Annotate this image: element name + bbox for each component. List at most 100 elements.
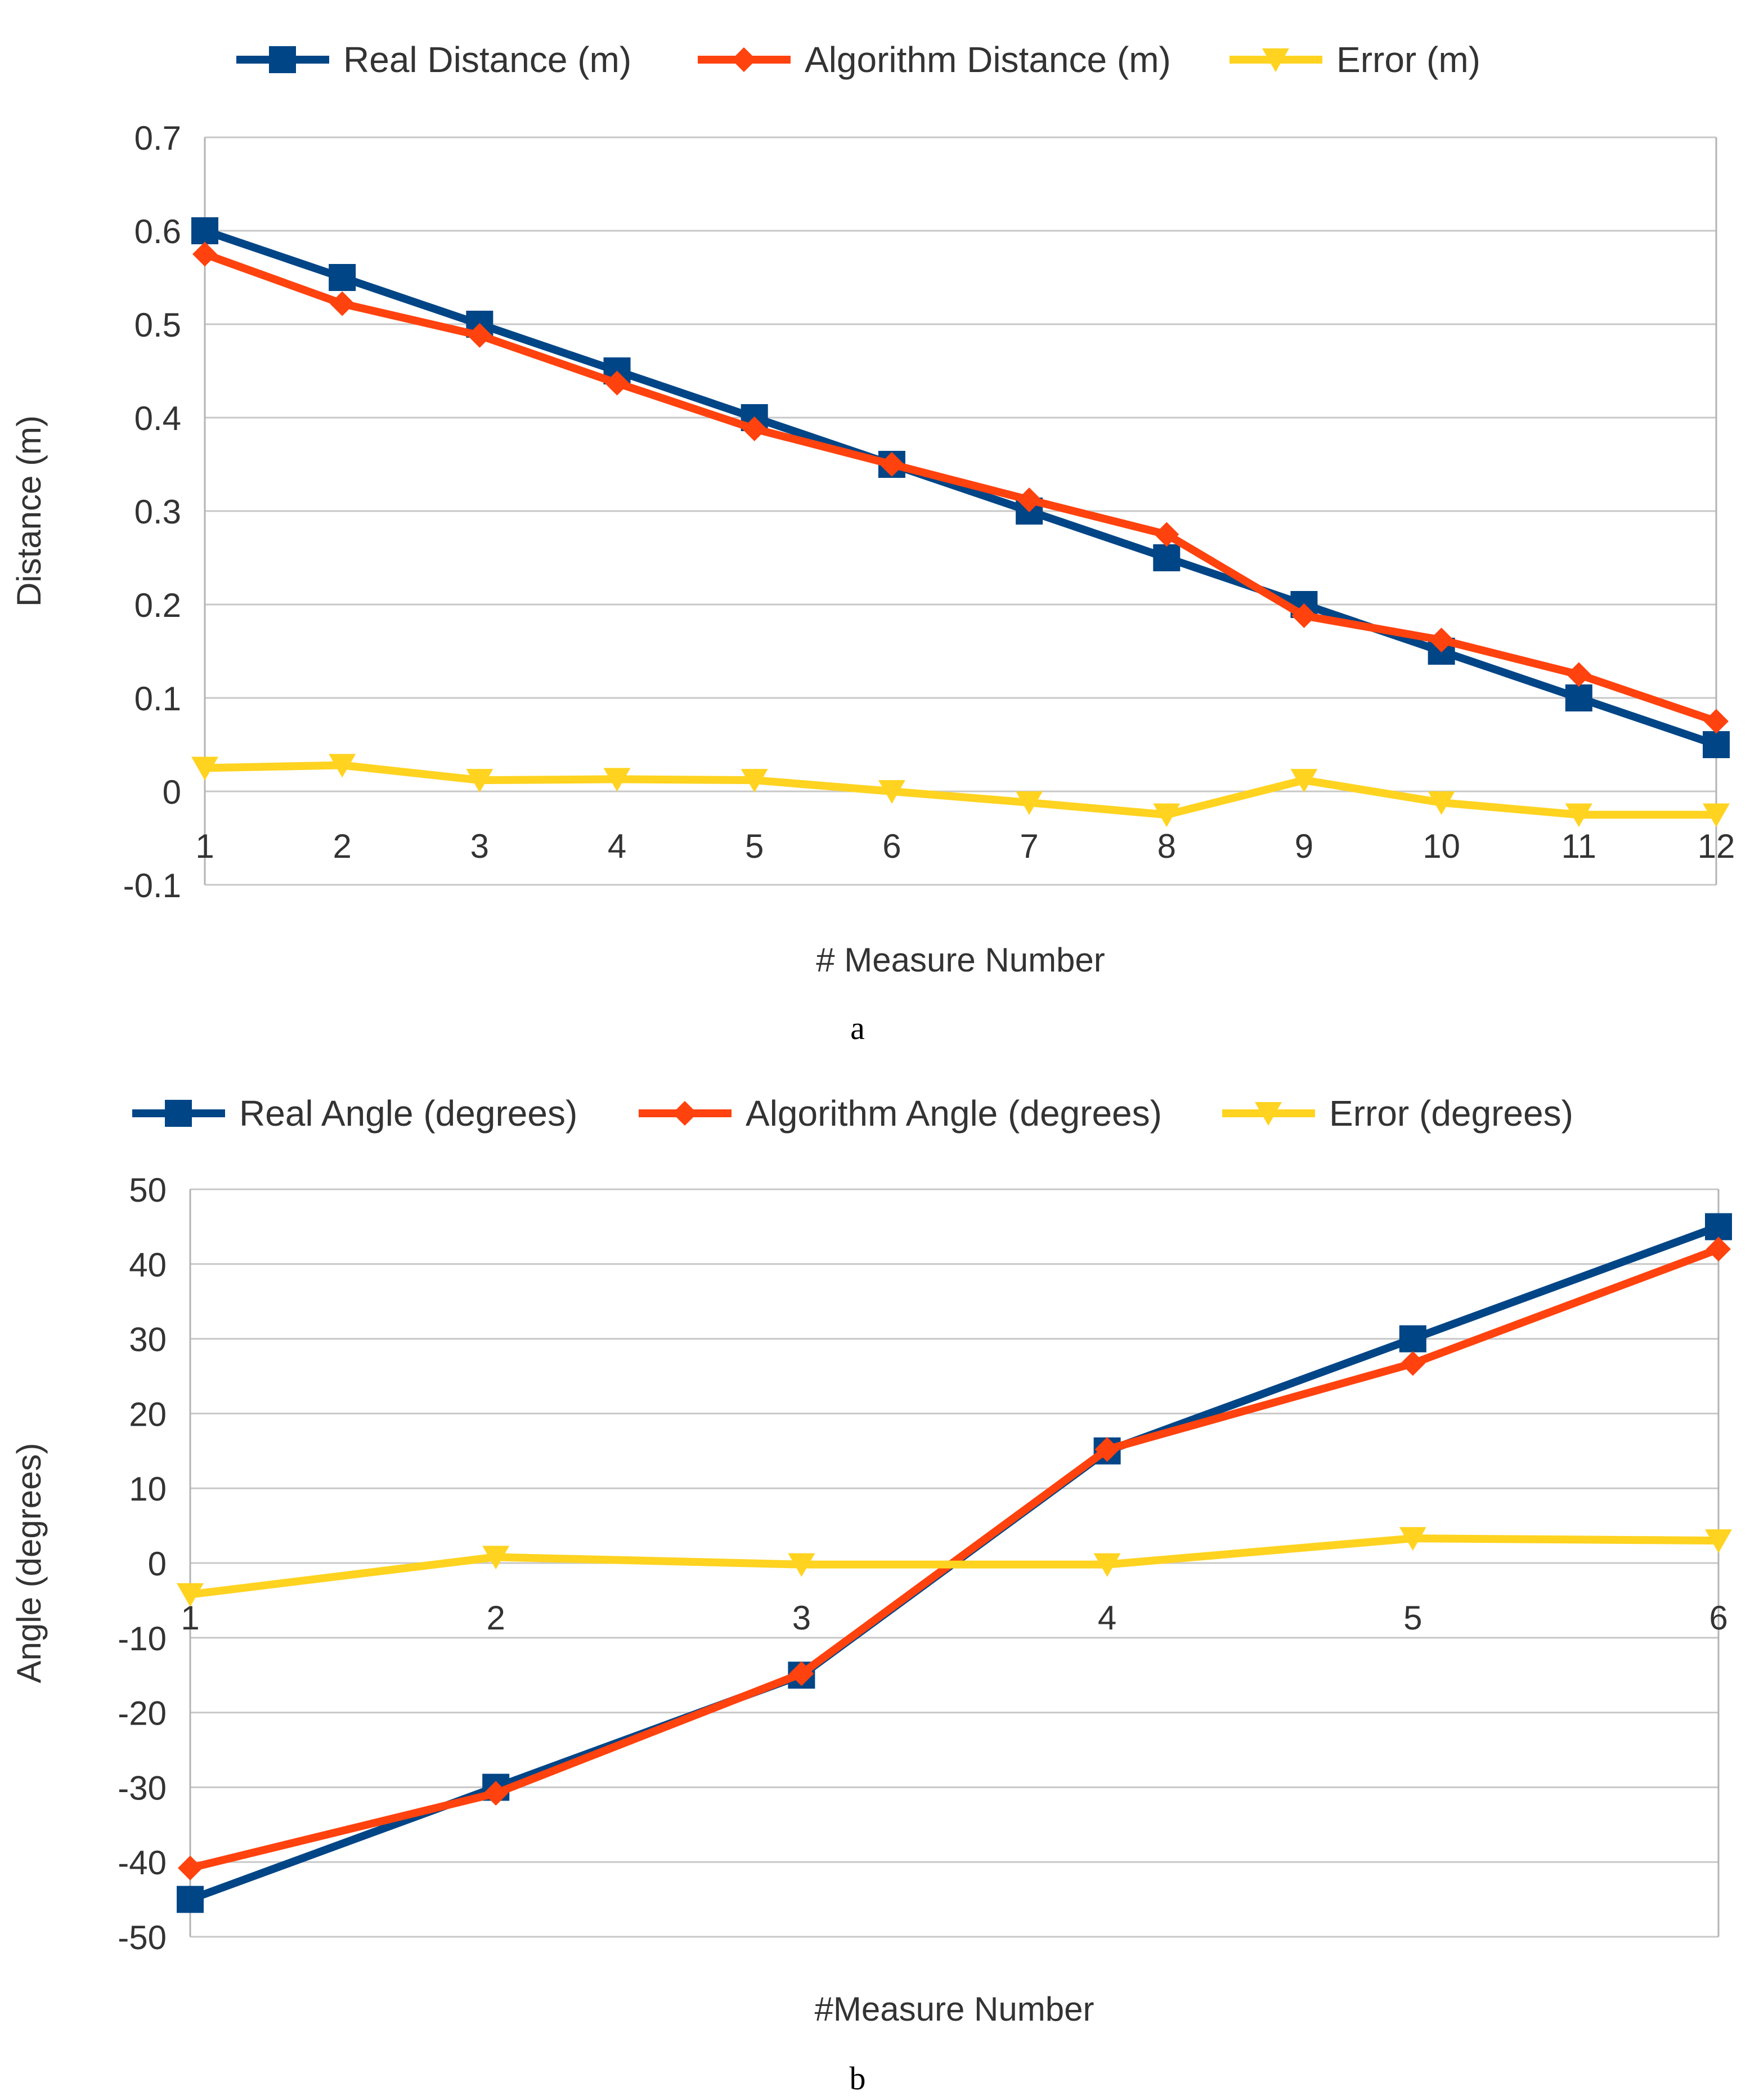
data-point bbox=[742, 416, 767, 441]
legend-label: Error (m) bbox=[1336, 39, 1480, 80]
data-point bbox=[329, 264, 356, 291]
series-line bbox=[186, 1534, 1722, 1598]
legend: Real Angle (degrees) Algorithm Angle (deg… bbox=[132, 1093, 1573, 1134]
y-tick-label: -10 bbox=[118, 1620, 167, 1658]
legend-item-algorithm-angle-degrees: Algorithm Angle (degrees) bbox=[639, 1093, 1162, 1134]
data-point bbox=[177, 1583, 204, 1607]
data-point bbox=[1154, 522, 1179, 547]
x-tick-label: 11 bbox=[1561, 827, 1596, 865]
data-point bbox=[1153, 803, 1181, 827]
legend-swatch-marker bbox=[672, 1101, 697, 1126]
x-axis-title: # Measure Number bbox=[816, 941, 1105, 979]
y-tick-label: 0.6 bbox=[134, 213, 181, 250]
data-point bbox=[192, 241, 217, 267]
x-tick-label: 6 bbox=[1709, 1599, 1727, 1637]
legend: Real Distance (m) Algorithm Distance (m) E… bbox=[236, 39, 1480, 80]
legend-label: Real Angle (degrees) bbox=[239, 1093, 577, 1134]
x-tick-label: 8 bbox=[1157, 827, 1176, 865]
y-tick-label: 30 bbox=[129, 1321, 167, 1359]
y-tick-label: 0.4 bbox=[134, 400, 181, 437]
y-tick-label: 10 bbox=[129, 1470, 167, 1508]
data-point bbox=[603, 768, 631, 792]
series-line bbox=[186, 1245, 1722, 1872]
series-line bbox=[201, 761, 1720, 819]
y-tick-label: 40 bbox=[129, 1246, 167, 1284]
data-point bbox=[1428, 791, 1455, 815]
legend-label: Algorithm Angle (degrees) bbox=[746, 1093, 1162, 1134]
data-point bbox=[741, 769, 768, 793]
data-point bbox=[1291, 603, 1317, 628]
legend-item-algorithm-distance-m: Algorithm Distance (m) bbox=[698, 39, 1171, 80]
data-point bbox=[1399, 1527, 1426, 1551]
data-point bbox=[329, 754, 356, 778]
data-point bbox=[1016, 791, 1043, 815]
series-algorithm-distance-m bbox=[192, 241, 1729, 734]
legend-swatch-marker bbox=[1262, 48, 1289, 72]
x-tick-label: 1 bbox=[195, 827, 214, 865]
y-tick-label: -20 bbox=[118, 1695, 167, 1732]
y-tick-label: 0.7 bbox=[134, 119, 181, 157]
x-tick-label: 2 bbox=[487, 1599, 505, 1637]
legend-item-error-degrees: Error (degrees) bbox=[1222, 1093, 1573, 1134]
series-line bbox=[201, 227, 1720, 749]
legend-item-real-distance-m: Real Distance (m) bbox=[236, 39, 631, 80]
series-error-degrees bbox=[177, 1527, 1732, 1607]
y-tick-label: -40 bbox=[118, 1844, 167, 1882]
data-point bbox=[1094, 1437, 1120, 1462]
x-tick-label: 7 bbox=[1020, 827, 1038, 865]
y-axis-title: Angle (degrees) bbox=[10, 1443, 48, 1683]
y-tick-label: 0.2 bbox=[134, 586, 181, 624]
series-real-distance-m bbox=[191, 217, 1730, 758]
x-tick-label: 2 bbox=[333, 827, 351, 865]
data-point bbox=[178, 1855, 203, 1880]
data-point bbox=[1565, 684, 1592, 711]
y-tick-label: 50 bbox=[129, 1171, 167, 1209]
series-line bbox=[201, 250, 1720, 726]
x-tick-label: 12 bbox=[1698, 827, 1735, 865]
legend-item-real-angle-degrees: Real Angle (degrees) bbox=[132, 1093, 577, 1134]
y-tick-label: 0 bbox=[163, 773, 181, 811]
y-tick-label: 20 bbox=[129, 1395, 167, 1433]
data-point bbox=[191, 756, 218, 781]
legend-swatch-marker bbox=[269, 46, 296, 73]
data-point bbox=[482, 1546, 510, 1570]
x-tick-label: 3 bbox=[792, 1599, 811, 1637]
data-point bbox=[1703, 803, 1730, 827]
legend-label: Real Distance (m) bbox=[343, 39, 631, 80]
legend-swatch-marker bbox=[1255, 1102, 1282, 1126]
x-tick-label: 5 bbox=[745, 827, 764, 865]
y-tick-label: 0.3 bbox=[134, 493, 181, 531]
x-tick-label: 9 bbox=[1295, 827, 1313, 865]
y-tick-label: 0.5 bbox=[134, 306, 181, 344]
x-tick-label: 4 bbox=[1098, 1599, 1116, 1637]
panel-label-b: b bbox=[850, 2060, 866, 2097]
data-point bbox=[330, 291, 355, 316]
data-point bbox=[1566, 662, 1591, 687]
data-point bbox=[1706, 1237, 1731, 1262]
y-tick-label: 0.1 bbox=[134, 680, 181, 718]
y-tick-label: -0.1 bbox=[123, 867, 181, 905]
data-point bbox=[1017, 487, 1042, 513]
data-point bbox=[1705, 1529, 1732, 1553]
data-point bbox=[1429, 628, 1454, 653]
legend-item-error-m: Error (m) bbox=[1229, 39, 1480, 80]
legend-swatch-marker bbox=[732, 47, 756, 72]
data-point bbox=[177, 1886, 204, 1913]
data-point bbox=[879, 452, 904, 477]
y-axis-title: Distance (m) bbox=[10, 415, 48, 607]
chart-a-distance: -0.100.10.20.30.40.50.60.71 2 3 4 5 6 7 8 9 10 11 1… bbox=[10, 39, 1735, 979]
data-point bbox=[789, 1661, 814, 1686]
data-point bbox=[1153, 544, 1181, 571]
data-point bbox=[1093, 1553, 1121, 1577]
data-point bbox=[191, 217, 218, 244]
data-point bbox=[467, 323, 492, 348]
data-point bbox=[1399, 1325, 1426, 1353]
x-tick-label: 10 bbox=[1423, 827, 1460, 865]
legend-label: Error (degrees) bbox=[1329, 1093, 1573, 1134]
data-point bbox=[1703, 731, 1730, 758]
data-point bbox=[788, 1553, 815, 1577]
data-point bbox=[1290, 769, 1318, 793]
y-tick-label: 0 bbox=[148, 1545, 167, 1583]
